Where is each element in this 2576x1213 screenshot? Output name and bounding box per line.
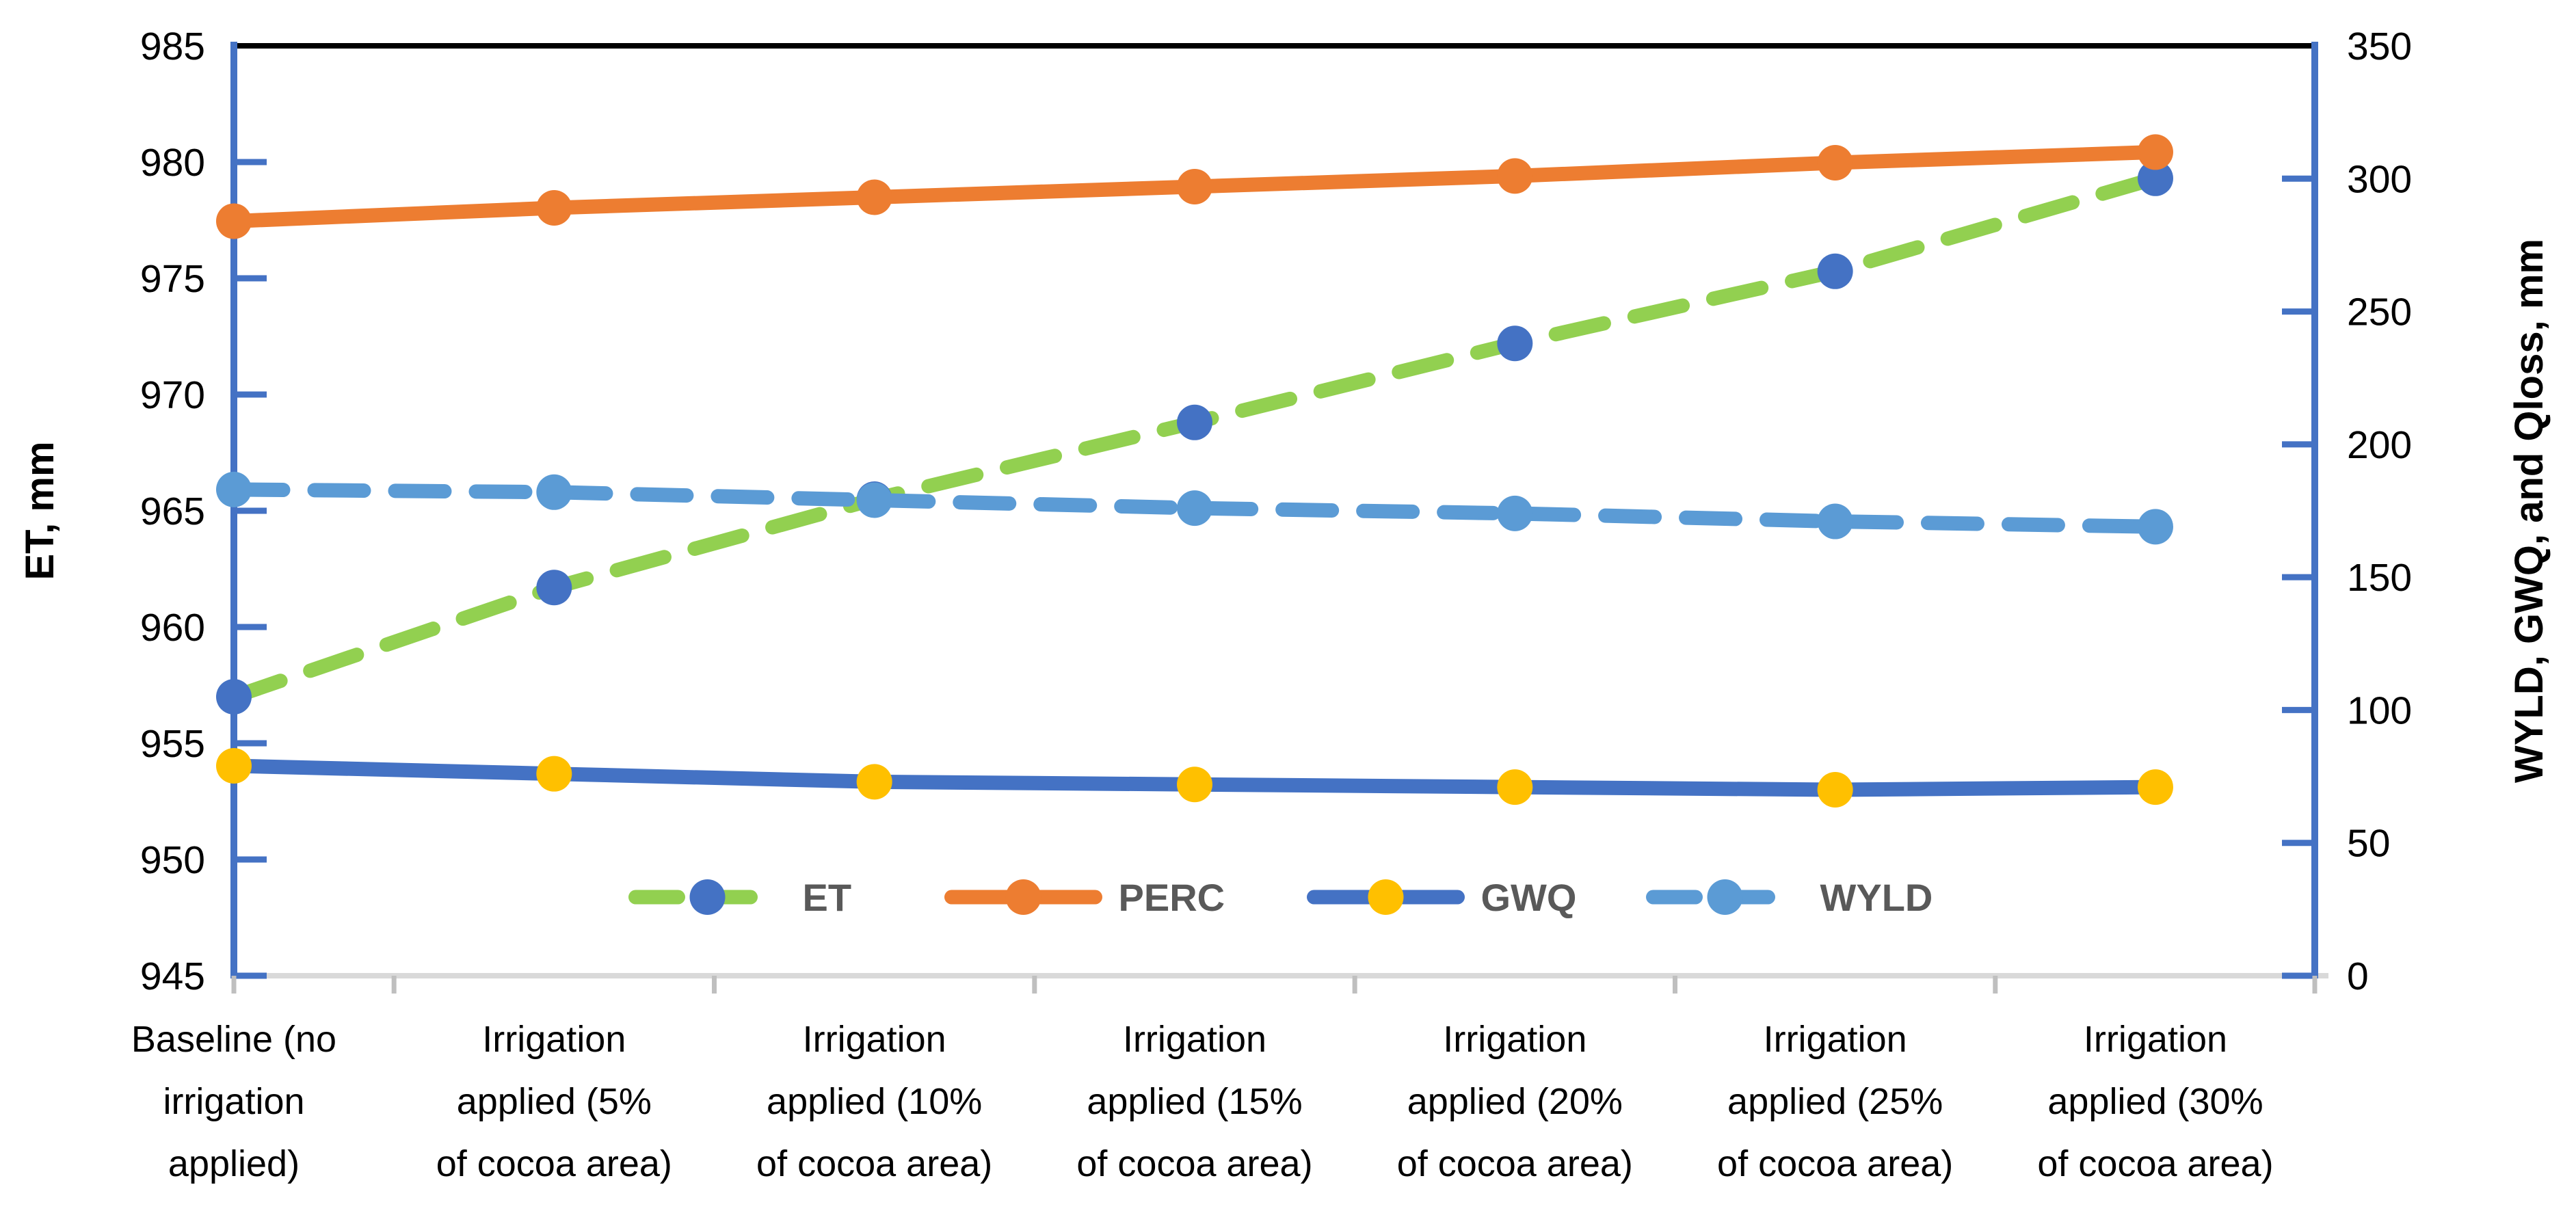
legend-swatch-marker-ET (689, 879, 726, 915)
x-category-label-5-line-2: applied (25% (1727, 1081, 1943, 1122)
left-tick-label-985: 985 (140, 25, 205, 68)
left-tick-label-945: 945 (140, 955, 205, 998)
legend-label-GWQ: GWQ (1481, 876, 1577, 919)
right-tick-label-100: 100 (2347, 689, 2412, 732)
right-axis-title: WYLD, GWQ, and Qloss, mm (2507, 239, 2551, 783)
right-tick-label-250: 250 (2347, 291, 2412, 334)
series-PERC-marker-6 (2137, 134, 2173, 170)
x-category-label-2-line-2: applied (10% (767, 1081, 982, 1122)
series-GWQ-marker-4 (1497, 769, 1533, 805)
series-ET-marker-4 (1497, 325, 1533, 362)
left-tick-label-980: 980 (140, 141, 205, 185)
series-WYLD-marker-3 (1176, 490, 1212, 526)
left-tick-label-965: 965 (140, 490, 205, 533)
x-category-label-5-line-3: of cocoa area) (1717, 1143, 1953, 1184)
x-category-label-1-line-3: of cocoa area) (436, 1143, 672, 1184)
x-category-label-5-line-1: Irrigation (1764, 1019, 1907, 1060)
x-category-label-4-line-3: of cocoa area) (1397, 1143, 1633, 1184)
x-category-label-4-line-2: applied (20% (1407, 1081, 1623, 1122)
right-tick-label-300: 300 (2347, 157, 2412, 201)
series-GWQ-marker-2 (856, 764, 892, 800)
x-category-label-0-line-2: irrigation (163, 1081, 304, 1122)
x-category-label-0-line-1: Baseline (no (131, 1019, 336, 1060)
series-GWQ-marker-1 (536, 756, 572, 792)
left-tick-label-955: 955 (140, 722, 205, 766)
series-GWQ-marker-0 (216, 748, 252, 784)
legend-label-PERC: PERC (1119, 876, 1225, 919)
series-WYLD-marker-5 (1817, 503, 1853, 539)
legend-label-WYLD: WYLD (1820, 876, 1933, 919)
x-category-label-2-line-3: of cocoa area) (756, 1143, 992, 1184)
series-ET-marker-3 (1176, 404, 1212, 440)
left-tick-label-950: 950 (140, 838, 205, 882)
left-tick-label-975: 975 (140, 257, 205, 301)
right-tick-label-350: 350 (2347, 25, 2412, 68)
legend-swatch-marker-WYLD (1707, 879, 1743, 915)
series-WYLD-marker-4 (1497, 495, 1533, 531)
series-ET-marker-5 (1817, 253, 1853, 289)
series-GWQ-marker-3 (1176, 767, 1212, 803)
x-category-label-6-line-2: applied (30% (2047, 1081, 2263, 1122)
x-category-label-4-line-1: Irrigation (1443, 1019, 1586, 1060)
left-axis-title: ET, mm (18, 441, 62, 580)
left-tick-label-960: 960 (140, 606, 205, 650)
series-PERC-marker-3 (1176, 168, 1212, 204)
series-PERC-marker-4 (1497, 158, 1533, 194)
right-tick-label-200: 200 (2347, 423, 2412, 467)
series-WYLD-marker-2 (856, 482, 892, 518)
x-category-label-6-line-3: of cocoa area) (2037, 1143, 2273, 1184)
x-category-label-1-line-2: applied (5% (457, 1081, 652, 1122)
series-WYLD-marker-6 (2137, 509, 2173, 545)
x-category-label-3-line-2: applied (15% (1087, 1081, 1302, 1122)
series-WYLD-marker-1 (536, 474, 572, 510)
right-tick-label-50: 50 (2347, 822, 2390, 866)
legend-item-ET: ET (628, 876, 852, 919)
right-tick-label-0: 0 (2347, 955, 2369, 998)
legend-item-GWQ: GWQ (1307, 876, 1577, 919)
legend-label-ET: ET (803, 876, 852, 919)
series-PERC-marker-1 (536, 190, 572, 226)
legend-item-WYLD: WYLD (1646, 876, 1933, 919)
legend-item-PERC: PERC (944, 876, 1225, 919)
series-WYLD-marker-0 (216, 471, 252, 507)
series-PERC-marker-2 (856, 179, 892, 215)
x-category-label-1-line-1: Irrigation (482, 1019, 626, 1060)
series-ET-marker-6 (2137, 160, 2173, 196)
right-tick-label-150: 150 (2347, 556, 2412, 600)
series-ET-marker-1 (536, 570, 572, 606)
series-GWQ-marker-6 (2137, 769, 2173, 805)
legend-swatch-marker-GWQ (1368, 879, 1404, 915)
series-PERC-marker-5 (1817, 144, 1853, 181)
x-category-label-3-line-3: of cocoa area) (1076, 1143, 1312, 1184)
left-tick-label-970: 970 (140, 373, 205, 417)
series-GWQ-marker-5 (1817, 772, 1853, 808)
x-category-label-0-line-3: applied) (168, 1143, 300, 1184)
x-category-label-3-line-1: Irrigation (1123, 1019, 1266, 1060)
series-ET-marker-0 (216, 679, 252, 715)
x-category-label-6-line-1: Irrigation (2084, 1019, 2227, 1060)
series-PERC-marker-0 (216, 203, 252, 239)
legend-swatch-marker-PERC (1005, 879, 1041, 915)
x-category-label-2-line-1: Irrigation (803, 1019, 946, 1060)
